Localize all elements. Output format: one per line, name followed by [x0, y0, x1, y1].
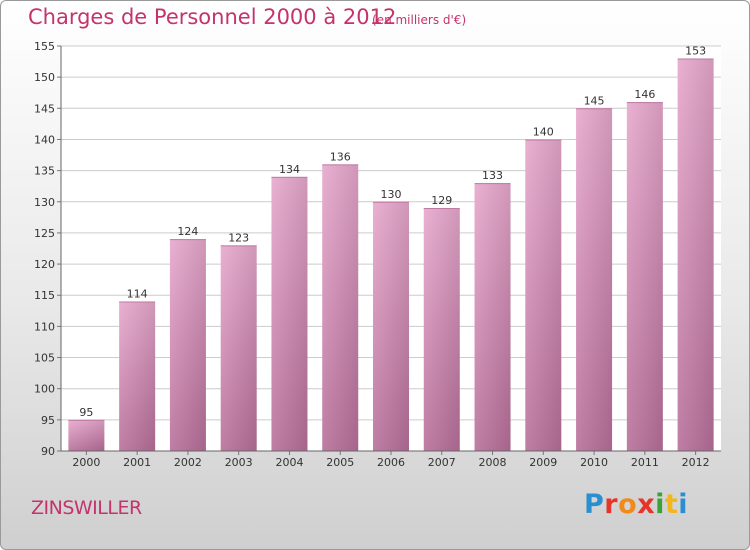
x-tick-label: 2010	[580, 456, 608, 469]
y-tick-label: 140	[34, 133, 55, 146]
data-label: 146	[634, 88, 655, 101]
data-label: 134	[279, 163, 300, 176]
y-tick-label: 100	[34, 383, 55, 396]
y-tick-label: 155	[34, 40, 55, 53]
data-label: 129	[431, 194, 452, 207]
x-tick-label: 2005	[326, 456, 354, 469]
y-tick-label: 145	[34, 102, 55, 115]
bar-shade	[373, 201, 409, 451]
data-label: 95	[79, 406, 93, 419]
data-label: 124	[177, 225, 198, 238]
bar-shade	[68, 419, 105, 451]
x-tick-label: 2012	[682, 456, 710, 469]
logo-letter: x	[637, 489, 656, 520]
bar-shade	[626, 102, 663, 452]
bar-shade	[423, 208, 460, 451]
data-label: 136	[330, 150, 351, 163]
chart-subtitle: (en milliers d'€)	[372, 13, 467, 27]
bar-shade	[576, 108, 613, 452]
y-tick-label: 120	[34, 258, 55, 271]
data-label: 114	[127, 287, 148, 300]
y-tick-label: 105	[34, 352, 55, 365]
y-tick-label: 130	[34, 196, 55, 209]
labels: 90 95 100 105 110 115 120 125 130 135 140 145 150 155…	[34, 40, 710, 469]
logo-letter: P	[584, 489, 605, 520]
proxiti-logo: Proxiti	[584, 489, 688, 520]
data-label: 123	[228, 231, 249, 244]
bar-shade	[220, 245, 257, 451]
y-tick-label: 95	[41, 414, 55, 427]
bar-shade	[169, 239, 206, 451]
place-name: ZINSWILLER	[31, 497, 142, 519]
x-tick-label: 2001	[123, 456, 151, 469]
x-tick-label: 2000	[72, 456, 100, 469]
x-tick-label: 2011	[631, 456, 659, 469]
bar-shade	[525, 139, 562, 451]
logo-letter: o	[618, 489, 638, 520]
x-tick-label: 2003	[225, 456, 253, 469]
y-tick-label: 115	[34, 289, 55, 302]
bars	[68, 58, 714, 452]
x-tick-label: 2006	[377, 456, 405, 469]
data-label: 145	[584, 94, 605, 107]
y-tick-label: 150	[34, 71, 55, 84]
data-label: 153	[685, 44, 706, 57]
data-label: 133	[482, 169, 503, 182]
y-tick-label: 90	[41, 445, 55, 458]
x-tick-label: 2008	[479, 456, 507, 469]
bar-shade	[322, 164, 359, 451]
logo-letter: i	[678, 489, 689, 520]
bar-shade	[677, 58, 714, 451]
x-tick-label: 2004	[275, 456, 303, 469]
axes	[60, 46, 721, 452]
logo-letter: t	[664, 489, 679, 520]
data-label: 130	[381, 188, 402, 201]
y-tick-label: 135	[34, 165, 55, 178]
data-label: 140	[533, 125, 554, 138]
y-tick-label: 125	[34, 227, 55, 240]
chart-title: Charges de Personnel 2000 à 2012	[28, 5, 397, 29]
bar-shade	[271, 176, 308, 451]
x-tick-label: 2002	[174, 456, 202, 469]
logo-letter: i	[655, 489, 665, 520]
bar-shade	[119, 301, 156, 451]
x-tick-label: 2007	[428, 456, 456, 469]
bar-shade	[474, 183, 511, 452]
x-tick-label: 2009	[529, 456, 557, 469]
logo-letter: r	[604, 489, 619, 520]
y-tick-label: 110	[34, 320, 55, 333]
